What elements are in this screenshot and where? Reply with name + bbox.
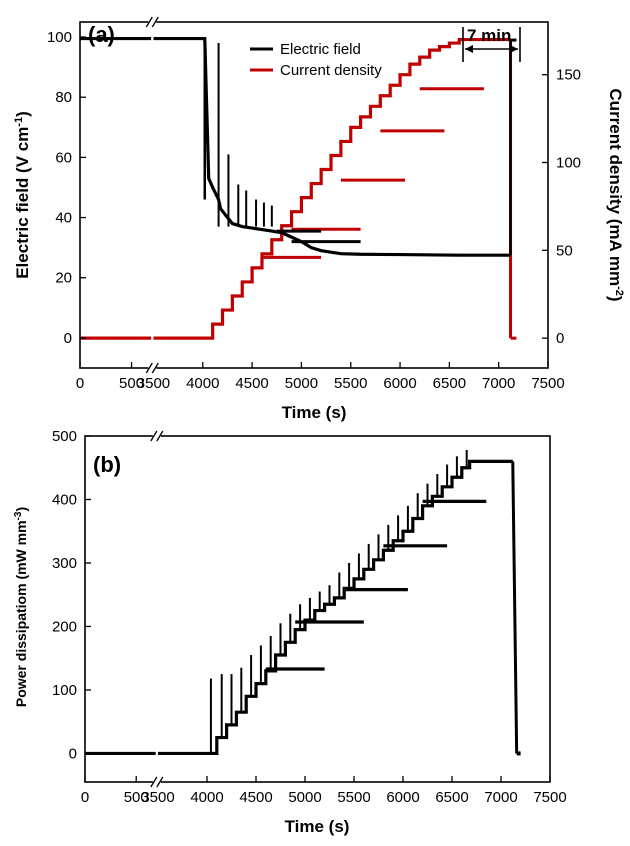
panel-a-legend: Electric field Current density (250, 41, 382, 79)
panel-a-axis-break (145, 16, 159, 374)
y-right-tick-label: 0 (556, 330, 564, 347)
y-left-title-text: Electric field (V cm (13, 127, 32, 279)
annotation-label: 7 min (467, 26, 511, 45)
x-tick-label: 6500 (435, 789, 468, 806)
panel-b-label: (b) (93, 452, 121, 477)
y-tick-label: 500 (52, 428, 77, 445)
x-tick-label: 5000 (285, 375, 318, 392)
y-left-title-sup: -1 (13, 117, 25, 127)
panel-a-series-layer (80, 36, 517, 340)
legend-label-current-density: Current density (280, 62, 382, 79)
y-right-tick-label: 50 (556, 242, 573, 259)
x-tick-label: 3500 (141, 789, 174, 806)
legend-label-electric-field: Electric field (280, 41, 361, 58)
y-tick-label: 100 (52, 682, 77, 699)
panel-a-x-axis-title: Time (s) (282, 403, 347, 422)
annotation-arrowhead-left (465, 45, 473, 53)
y-title-text: Power dissipatiom (mW mm (13, 520, 29, 707)
axis-break-gap-bottom (148, 362, 157, 374)
y-left-tick-label: 20 (55, 270, 72, 287)
axis-break-slash (145, 16, 153, 28)
x-tick-label: 6000 (386, 789, 419, 806)
series-power-dissipation (85, 459, 513, 756)
y-title-close: ) (13, 507, 29, 512)
axis-break-slash (150, 430, 158, 442)
panel-a-annotation-7min: 7 min (462, 26, 521, 62)
x-tick-label: 7000 (484, 789, 517, 806)
y-left-tick-label: 40 (55, 210, 72, 227)
panel-b-y-ticks: 0 100 200 300 400 500 (52, 428, 91, 762)
x-tick-label: 5000 (288, 789, 321, 806)
axis-break-gap-top (148, 16, 157, 28)
series-electric-field (80, 36, 511, 257)
panel-b-axis-break (150, 430, 164, 788)
x-tick-label: 5500 (337, 789, 370, 806)
panel-a-label: (a) (88, 22, 115, 47)
y-right-title-sup: -2 (613, 286, 625, 296)
panel-b-x-axis-title: Time (s) (285, 817, 350, 836)
x-tick-label: 4000 (190, 789, 223, 806)
x-tick-label: 5500 (334, 375, 367, 392)
y-left-tick-label: 0 (64, 330, 72, 347)
x-tick-label: 3500 (137, 375, 170, 392)
y-tick-label: 0 (69, 745, 77, 762)
y-left-tick-label: 100 (47, 29, 72, 46)
panel-a-plot-frame (79, 21, 549, 369)
axis-break-slash (150, 776, 158, 788)
axis-break-slash (156, 776, 164, 788)
panel-b-series-layer (85, 449, 521, 756)
panel-b-y-axis-title: Power dissipatiom (mW mm-3) (13, 507, 29, 707)
panel-a-y-axis-title-left: Electric field (V cm-1) (13, 111, 32, 279)
panel-a-y-axis-title-right: Current density (mA mm-2) (606, 88, 625, 301)
y-title-sup: -3 (13, 511, 24, 520)
series-current-density (80, 37, 511, 340)
axis-break-slash (156, 430, 164, 442)
y-left-title-close: ) (13, 111, 32, 117)
y-right-tick-label: 100 (556, 155, 581, 172)
y-left-tick-label: 80 (55, 89, 72, 106)
x-tick-label: 500 (119, 375, 144, 392)
axis-break-gap-bottom (152, 776, 161, 788)
x-tick-label: 4000 (186, 375, 219, 392)
x-tick-label: 4500 (235, 375, 268, 392)
x-tick-label: 500 (124, 789, 149, 806)
panel-b-plot-frame (84, 435, 551, 783)
x-tick-label: 4500 (239, 789, 272, 806)
x-tick-label: 7500 (533, 789, 566, 806)
y-right-title-text: Current density (mA mm (606, 88, 625, 286)
axis-break-slash (151, 362, 159, 374)
x-tick-label: 7500 (531, 375, 564, 392)
y-right-title-close: ) (606, 296, 625, 302)
x-tick-label: 0 (81, 789, 89, 806)
y-right-tick-label: 150 (556, 67, 581, 84)
axis-break-gap-top (152, 430, 161, 442)
annotation-arrowhead-right (510, 45, 518, 53)
y-left-tick-label: 60 (55, 149, 72, 166)
y-tick-label: 400 (52, 491, 77, 508)
panel-a-y-ticks-right: 050100150200 (542, 67, 581, 347)
panel-a-y-ticks-left: 0 20 40 60 80 100 (47, 29, 86, 347)
x-tick-label: 6500 (433, 375, 466, 392)
series-power-dissipation-drop (511, 461, 519, 754)
x-tick-label: 0 (76, 375, 84, 392)
x-tick-label: 6000 (383, 375, 416, 392)
y-tick-label: 200 (52, 618, 77, 635)
axis-break-slash (145, 362, 153, 374)
x-tick-label: 7000 (482, 375, 515, 392)
axis-break-slash (151, 16, 159, 28)
y-tick-label: 300 (52, 555, 77, 572)
